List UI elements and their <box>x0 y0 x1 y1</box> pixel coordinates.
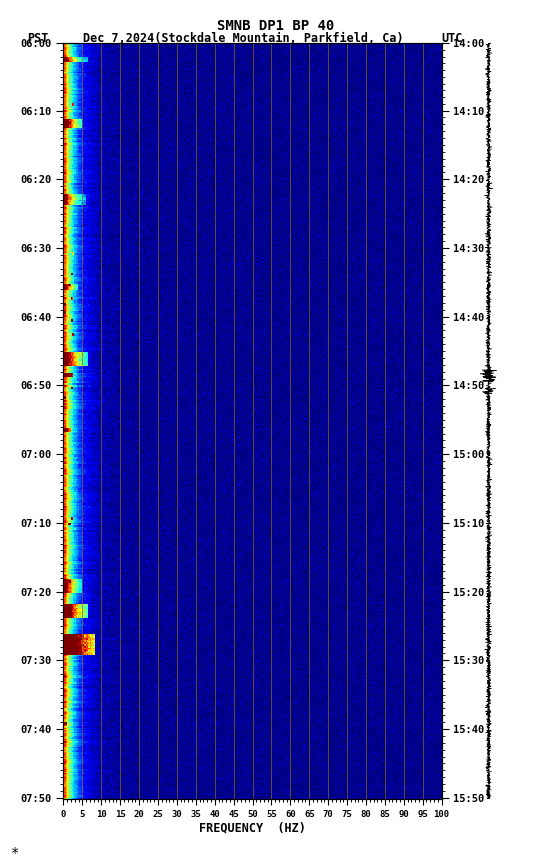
Text: UTC: UTC <box>442 32 463 45</box>
Text: SMNB DP1 BP 40: SMNB DP1 BP 40 <box>217 19 335 33</box>
Text: Dec 7,2024(Stockdale Mountain, Parkfield, Ca): Dec 7,2024(Stockdale Mountain, Parkfield… <box>83 32 403 45</box>
Text: *: * <box>11 846 19 860</box>
Text: PST: PST <box>28 32 49 45</box>
X-axis label: FREQUENCY  (HZ): FREQUENCY (HZ) <box>199 822 306 835</box>
